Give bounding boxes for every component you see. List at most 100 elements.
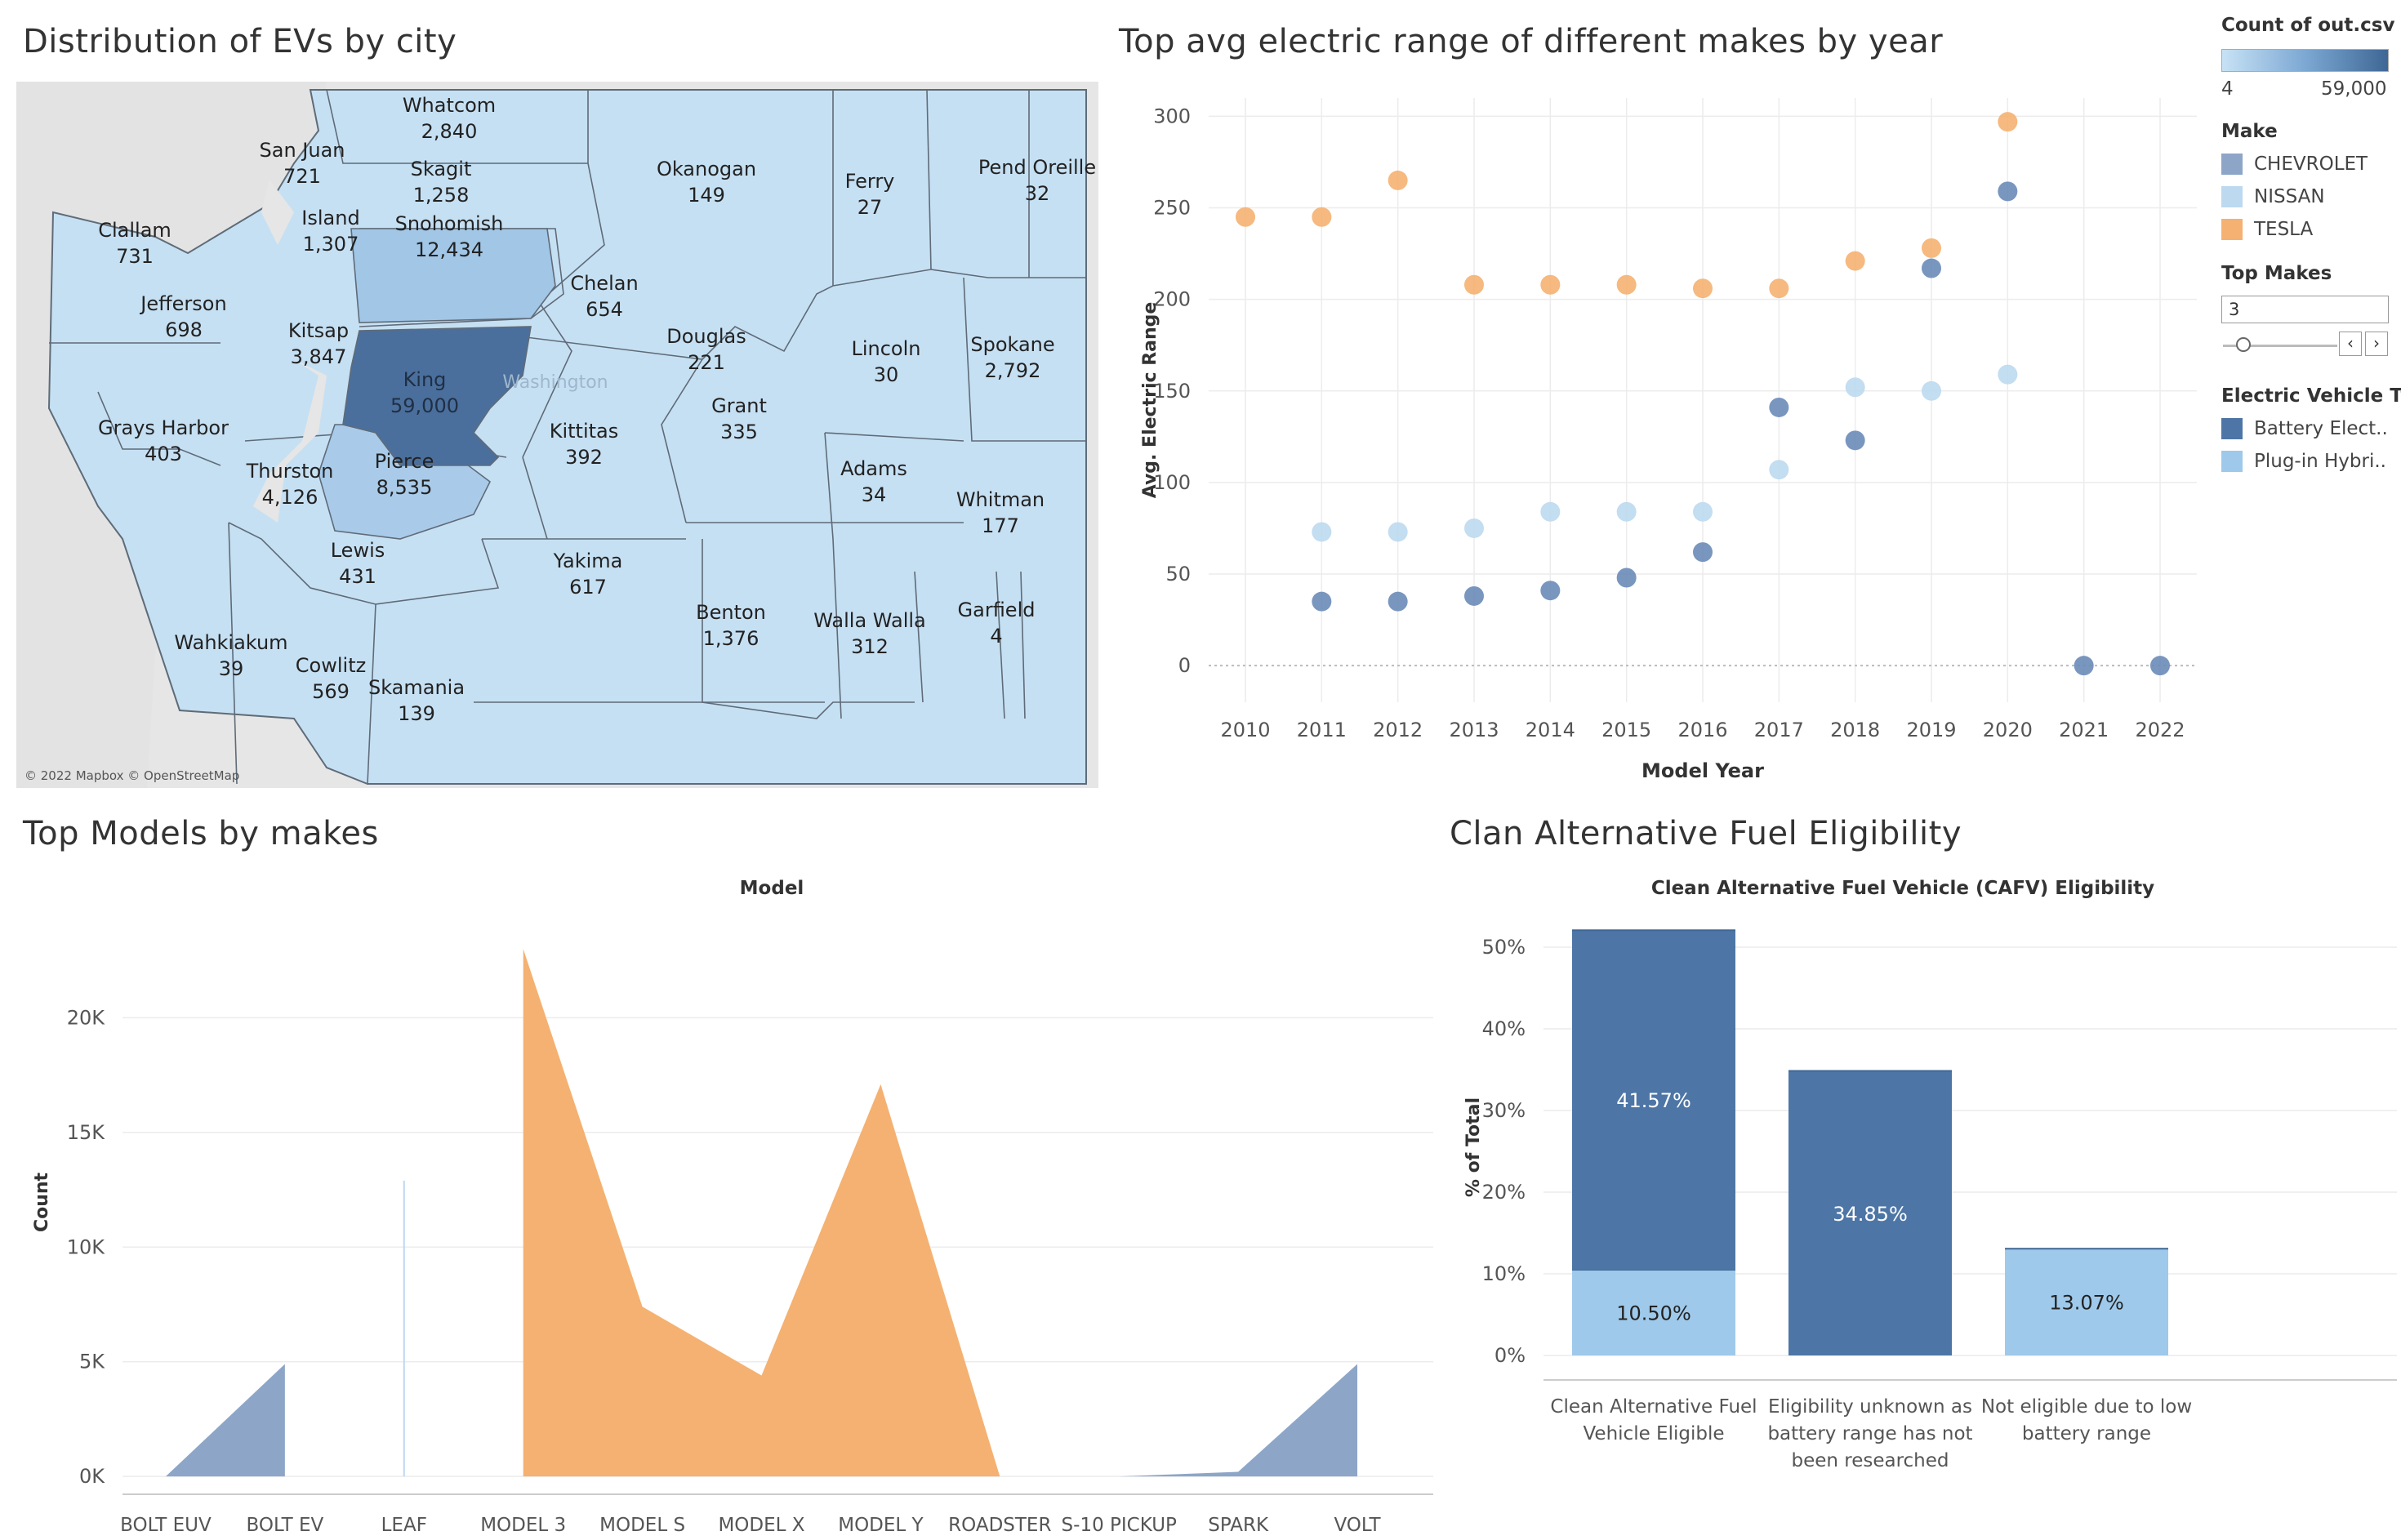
scatter-point-tesla-2019[interactable]: [1922, 238, 1941, 258]
county-count-snohomish: 12,434: [415, 238, 483, 261]
county-count-garfield: 4: [990, 625, 1002, 648]
county-count-whatcom: 2,840: [421, 120, 478, 143]
county-name-lewis: Lewis: [331, 539, 385, 562]
scatter-point-chevrolet-2017[interactable]: [1769, 397, 1789, 417]
scatter-x-tick: 2010: [1220, 719, 1270, 741]
scatter-point-chevrolet-2013[interactable]: [1464, 585, 1484, 606]
county-count-pierce: 8,535: [376, 476, 433, 499]
scatter-point-chevrolet-2012[interactable]: [1388, 591, 1408, 612]
scatter-point-tesla-2016[interactable]: [1693, 278, 1713, 299]
bar-title: Clan Alternative Fuel Eligibility: [1450, 815, 1962, 852]
bar-segment-phev-0[interactable]: [1572, 1270, 1735, 1355]
area-y-tick: 0K: [79, 1465, 105, 1488]
bar-x-tick: Clean Alternative Fuel: [1550, 1396, 1757, 1418]
bar-x-tick: Vehicle Eligible: [1583, 1423, 1724, 1444]
scatter-y-tick: 50: [1165, 563, 1191, 585]
bar-y-tick: 30%: [1482, 1099, 1526, 1122]
county-name-pend-oreille: Pend Oreille: [978, 156, 1096, 179]
scatter-point-nissan-2012[interactable]: [1388, 522, 1408, 542]
county-name-kitsap: Kitsap: [288, 319, 349, 342]
scatter-point-tesla-2012[interactable]: [1388, 170, 1408, 190]
scatter-point-tesla-2014[interactable]: [1540, 274, 1561, 295]
scatter-point-nissan-2016[interactable]: [1693, 501, 1713, 522]
bar-x-tick: Not eligible due to low: [1981, 1396, 2192, 1418]
scatter-point-nissan-2020[interactable]: [1998, 364, 2018, 385]
area-series-chevrolet[interactable]: [1119, 1364, 1358, 1477]
county-map[interactable]: Washington © 2022 Mapbox © OpenStreetMap…: [16, 82, 1098, 788]
ev-type-swatch-bev[interactable]: [2221, 418, 2243, 439]
scatter-point-nissan-2011[interactable]: [1312, 522, 1332, 542]
increment-button[interactable]: ›: [2365, 332, 2388, 356]
scatter-point-chevrolet-2015[interactable]: [1616, 567, 1637, 588]
make-nissan[interactable]: NISSAN: [2254, 186, 2325, 207]
county-labels: Whatcom 2,840 San Juan 721 Skagit 1,258 Okanog…: [98, 94, 1096, 725]
scatter-point-tesla-2020[interactable]: [1998, 112, 2018, 132]
make-tesla[interactable]: TESLA: [2254, 219, 2314, 240]
area-x-tick: BOLT EUV: [120, 1515, 212, 1536]
top-makes-slider-track[interactable]: [2223, 345, 2337, 347]
scatter-title: Top avg electric range of different make…: [1119, 23, 1944, 60]
area-x-tick: BOLT EV: [246, 1515, 323, 1536]
county-name-skamania: Skamania: [368, 676, 465, 699]
county-count-walla-walla: 312: [851, 635, 889, 658]
county-count-whitman: 177: [982, 514, 1019, 537]
bar-chart[interactable]: Clean Alternative Fuel Vehicle (CAFV) El…: [1450, 866, 2401, 1540]
area-x-tick: MODEL 3: [480, 1515, 566, 1536]
scatter-point-tesla-2015[interactable]: [1616, 274, 1637, 295]
county-count-kittitas: 392: [565, 446, 603, 469]
area-series-chevrolet[interactable]: [165, 1364, 285, 1477]
scatter-point-chevrolet-2020[interactable]: [1998, 181, 2018, 202]
ev-type-swatch-phev[interactable]: [2221, 451, 2243, 472]
bar-data-label: 13.07%: [2049, 1292, 2124, 1315]
make-swatch-tesla[interactable]: [2221, 219, 2243, 240]
county-name-whitman: Whitman: [956, 488, 1045, 511]
scatter-point-tesla-2018[interactable]: [1845, 251, 1865, 271]
make-chevrolet[interactable]: CHEVROLET: [2254, 154, 2368, 175]
scatter-chart[interactable]: 2010 2011 2012 2013 2014 2015 2016 2017 2018 2019…: [1119, 82, 2205, 792]
scatter-x-tick: 2021: [2059, 719, 2109, 741]
county-name-grant: Grant: [711, 394, 767, 417]
decrement-button[interactable]: ‹: [2339, 332, 2362, 356]
county-count-cowlitz: 569: [312, 680, 350, 703]
county-count-adams: 34: [862, 483, 887, 506]
scatter-point-chevrolet-2019[interactable]: [1922, 258, 1941, 278]
area-x-tick: S-10 PICKUP: [1062, 1515, 1177, 1536]
county-borders: [49, 89, 1086, 785]
scatter-point-chevrolet-2021[interactable]: [2074, 656, 2094, 676]
scatter-point-chevrolet-2011[interactable]: [1312, 591, 1332, 612]
scatter-point-tesla-2010[interactable]: [1236, 207, 1255, 227]
scatter-x-tick: 2017: [1754, 719, 1804, 741]
scatter-point-chevrolet-2016[interactable]: [1693, 542, 1713, 563]
scatter-point-nissan-2019[interactable]: [1922, 381, 1941, 401]
county-count-lincoln: 30: [874, 363, 899, 386]
scatter-point-chevrolet-2022[interactable]: [2150, 656, 2170, 676]
bar-segment-bev-0[interactable]: [1572, 930, 1735, 1270]
scatter-point-nissan-2013[interactable]: [1464, 518, 1484, 538]
bar-segment-bev-1[interactable]: [1788, 1070, 1952, 1356]
top-makes-slider-handle[interactable]: [2236, 337, 2251, 352]
scatter-point-tesla-2013[interactable]: [1464, 274, 1484, 295]
scatter-point-nissan-2017[interactable]: [1769, 460, 1789, 480]
area-x-tick: MODEL Y: [838, 1515, 924, 1536]
area-chart[interactable]: Model 0K 5K 10K 15K 20K Count BOLT EUV BOLT EV LE…: [16, 866, 1437, 1540]
scatter-point-nissan-2014[interactable]: [1540, 501, 1561, 522]
scatter-point-chevrolet-2018[interactable]: [1845, 430, 1865, 451]
top-makes-input[interactable]: 3: [2221, 296, 2389, 323]
area-y-tick: 15K: [67, 1121, 106, 1144]
ev-type-phev[interactable]: Plug-in Hybri..: [2254, 451, 2386, 472]
bar-segment-phev-2[interactable]: [2005, 1248, 2168, 1355]
scatter-point-chevrolet-2014[interactable]: [1540, 581, 1561, 601]
scatter-point-tesla-2011[interactable]: [1312, 207, 1332, 227]
county-name-king: King: [403, 368, 447, 391]
area-series-tesla[interactable]: [523, 949, 1000, 1477]
county-name-san-juan: San Juan: [260, 139, 345, 162]
bar-x-tick: battery range has not: [1767, 1423, 1972, 1444]
scatter-point-nissan-2018[interactable]: [1845, 377, 1865, 398]
ev-type-bev[interactable]: Battery Elect..: [2254, 418, 2388, 439]
make-swatch-nissan[interactable]: [2221, 186, 2243, 207]
make-swatch-chevrolet[interactable]: [2221, 154, 2243, 175]
county-count-kitsap: 3,847: [291, 345, 347, 368]
scatter-point-tesla-2017[interactable]: [1769, 278, 1789, 299]
bar-data-label: 34.85%: [1833, 1203, 1908, 1226]
scatter-point-nissan-2015[interactable]: [1616, 501, 1637, 522]
